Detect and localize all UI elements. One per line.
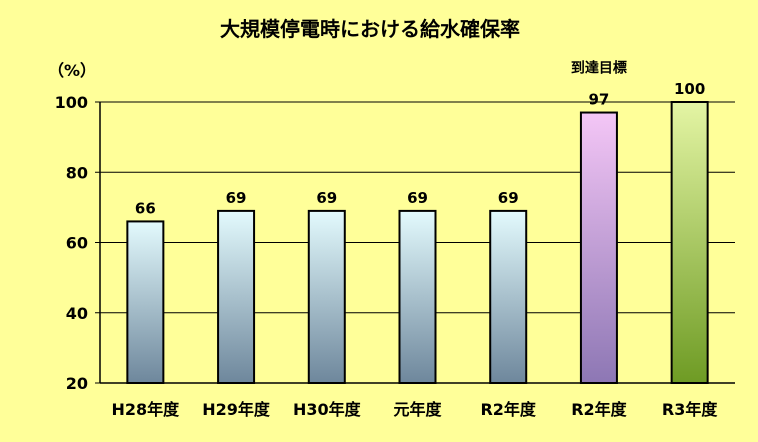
y-tick-label-20: 20 bbox=[66, 374, 88, 393]
y-tick-label-80: 80 bbox=[66, 163, 88, 182]
category-label-2: H29年度 bbox=[202, 400, 271, 419]
y-axis-unit-label: （%） bbox=[48, 61, 96, 80]
annotation-target-label: 到達目標 bbox=[571, 60, 627, 77]
bar-5 bbox=[489, 209, 528, 384]
category-label-7: R3年度 bbox=[662, 400, 718, 419]
chart-title: 大規模停電時における給水確保率 bbox=[220, 17, 520, 41]
annotations: 到達目標 bbox=[571, 60, 627, 77]
category-labels: H28年度 H29年度 H30年度 元年度 R2年度 R2年度 R3年度 bbox=[112, 400, 719, 419]
category-label-5: R2年度 bbox=[480, 400, 536, 419]
category-label-1: H28年度 bbox=[112, 400, 181, 419]
bar-3 bbox=[307, 209, 346, 384]
data-label-2: 69 bbox=[226, 189, 247, 207]
data-label-7: 100 bbox=[674, 80, 705, 98]
category-label-6: R2年度 bbox=[571, 400, 627, 419]
data-labels: 66 69 69 69 69 97 100 bbox=[135, 80, 705, 217]
bar-4 bbox=[398, 209, 437, 384]
data-label-1: 66 bbox=[135, 199, 156, 217]
y-tick-label-60: 60 bbox=[66, 234, 88, 253]
category-label-4: 元年度 bbox=[393, 400, 442, 419]
y-tick-labels: 20 40 60 80 100 bbox=[55, 93, 88, 393]
data-label-6: 97 bbox=[588, 91, 609, 109]
bar-6 bbox=[579, 111, 618, 384]
bars bbox=[126, 101, 709, 384]
y-tick-label-100: 100 bbox=[55, 93, 88, 112]
data-label-5: 69 bbox=[498, 189, 519, 207]
bar-7 bbox=[670, 101, 709, 384]
bar-2 bbox=[217, 209, 256, 384]
bar-1 bbox=[126, 220, 165, 384]
data-label-3: 69 bbox=[316, 189, 337, 207]
category-label-3: H30年度 bbox=[293, 400, 362, 419]
data-label-4: 69 bbox=[407, 189, 428, 207]
y-tick-label-40: 40 bbox=[66, 304, 88, 323]
